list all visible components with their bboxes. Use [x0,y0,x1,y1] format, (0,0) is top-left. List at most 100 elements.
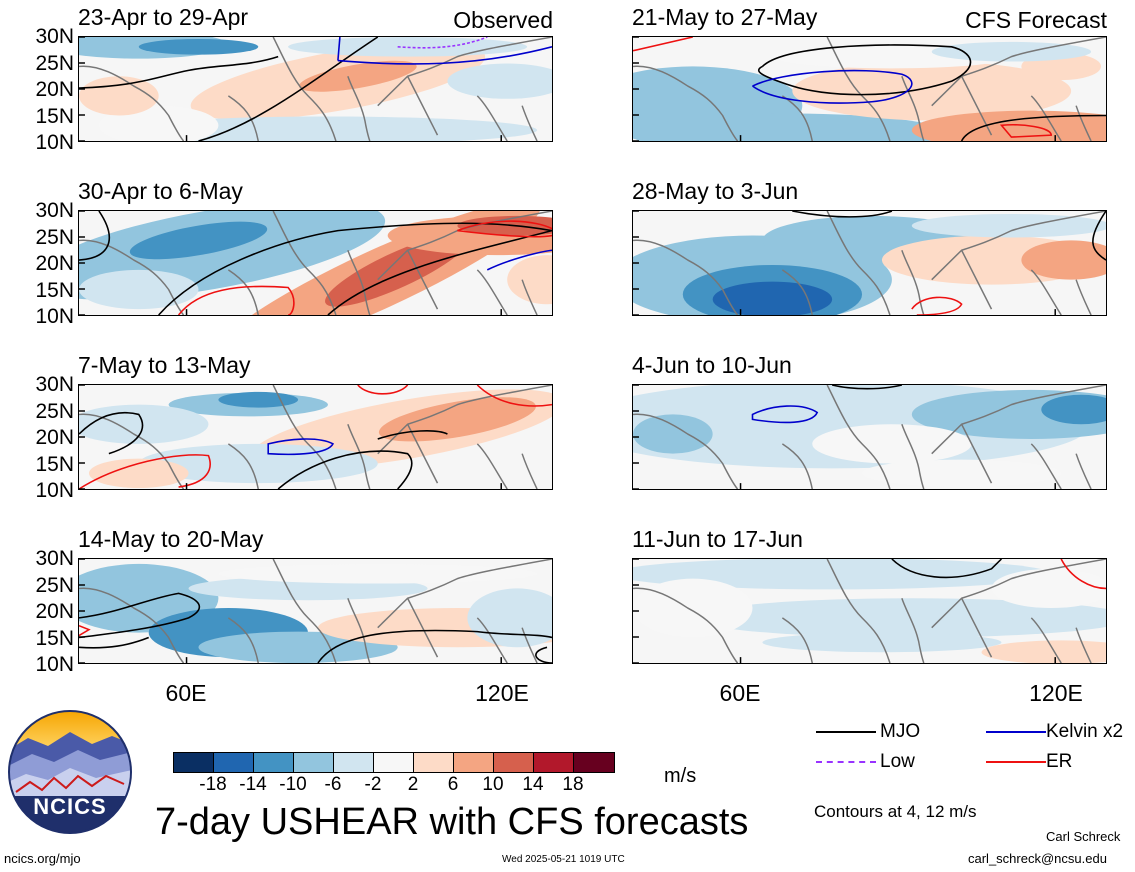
colorbar-swatch [454,753,494,772]
map-panel-p5 [78,384,553,490]
shear-field [79,37,552,141]
contour-line [476,385,552,407]
lat-label: 20N [35,252,74,275]
colorbar-tick-label: -6 [324,774,342,795]
coastline [79,385,552,489]
legend-label-mjo: MJO [880,721,921,742]
map-panel-p6 [632,384,1107,490]
lat-label: 30N [35,199,74,222]
contour-line [79,624,91,637]
map-panel-p1 [78,36,553,142]
contour-line [633,37,693,52]
contour-line [79,592,201,639]
contour-line [752,69,913,104]
shading-region [138,38,259,55]
legend-swatch-mjo [816,731,876,733]
lat-label: 10N [35,131,74,154]
legend-swatch-kelvin [986,731,1046,733]
shading-region [298,60,417,92]
colorbar-tick-label: -14 [239,774,267,795]
lat-label: 20N [35,600,74,623]
shear-field [633,559,1106,663]
lat-label: 10N [35,305,74,328]
shading-region [633,578,753,638]
lon-label: 120E [475,680,529,706]
colorbar-swatch [534,753,574,772]
colorbar-swatch [334,753,374,772]
colorbar-tick-label: 6 [447,774,459,795]
contour-line [911,296,963,315]
colorbar-tick-label: 10 [482,774,504,795]
contour-line [792,211,893,218]
lon-label: 60E [719,680,761,706]
contour-line [198,37,379,141]
contour-line [158,222,552,315]
shading-region [457,215,552,236]
lat-label: 25N [35,225,74,249]
contour-line [891,559,1003,579]
map-panel-p3 [78,210,553,316]
ncics-logo: NCICS [8,710,132,834]
contour-line [177,285,295,315]
footer-author: Carl Schreck [1046,829,1121,844]
lat-label: 30N [35,373,74,396]
footer-email: carl_schreck@ncsu.edu [968,851,1107,866]
shear-field [633,211,1106,315]
lon-label: 120E [1029,680,1083,706]
contours-note: Contours at 4, 12 m/s [814,802,977,821]
contour-line [79,636,150,649]
contour-line [327,229,552,315]
contour-line [79,454,211,489]
colorbar [173,752,615,773]
panel-title: 4-Jun to 10-Jun [632,352,792,378]
coastline [633,559,1106,663]
contour-line [831,385,903,390]
lat-label: 30N [35,547,74,570]
contour-line [277,450,413,489]
panel-title: 30-Apr to 6-May [78,178,243,204]
footer-url: ncics.org/mjo [4,851,81,866]
panel-tag: Observed [453,7,553,33]
shading-region [218,563,538,584]
coastline [79,559,552,663]
shading-region [911,110,1106,141]
logo-text: NCICS [33,794,107,819]
shading-region [79,76,159,116]
contour-line [999,124,1053,138]
contour-line [397,37,488,49]
coastline [79,37,552,141]
map-panel-p2 [632,36,1107,142]
colorbar-swatch [174,753,214,772]
main-title: 7-day USHEAR with CFS forecasts [155,801,749,843]
legend-swatch-er [986,761,1046,763]
shading-region [1041,394,1106,425]
shear-field [633,37,1106,141]
contour-line [1092,211,1106,261]
panel-title: 28-May to 3-Jun [632,178,799,204]
contour-line [751,405,819,424]
shear-field [79,211,552,315]
contour-line [317,629,552,663]
panel-title: 11-Jun to 17-Jun [632,526,803,552]
contour-line [79,411,144,455]
shading-region [447,63,552,99]
contour-line [486,249,552,271]
colorbar-swatch [374,753,414,772]
contour-line [757,44,972,96]
contour-line [535,646,552,663]
shear-field [79,559,552,663]
colorbar-swatch [294,753,334,772]
colorbar-tick-label: 18 [562,774,584,795]
contour-line [267,438,334,456]
contour-line [79,211,110,261]
lat-label: 15N [35,626,74,650]
shading-region [129,221,268,260]
legend-swatch-low [816,761,876,763]
lat-label: 20N [35,78,74,101]
shading-region [1021,240,1106,280]
shading-region [118,116,538,141]
coastline [633,211,1106,315]
lat-label: 10N [35,479,74,502]
contour-line [79,55,279,89]
panel-title: 23-Apr to 29-Apr [78,4,249,30]
